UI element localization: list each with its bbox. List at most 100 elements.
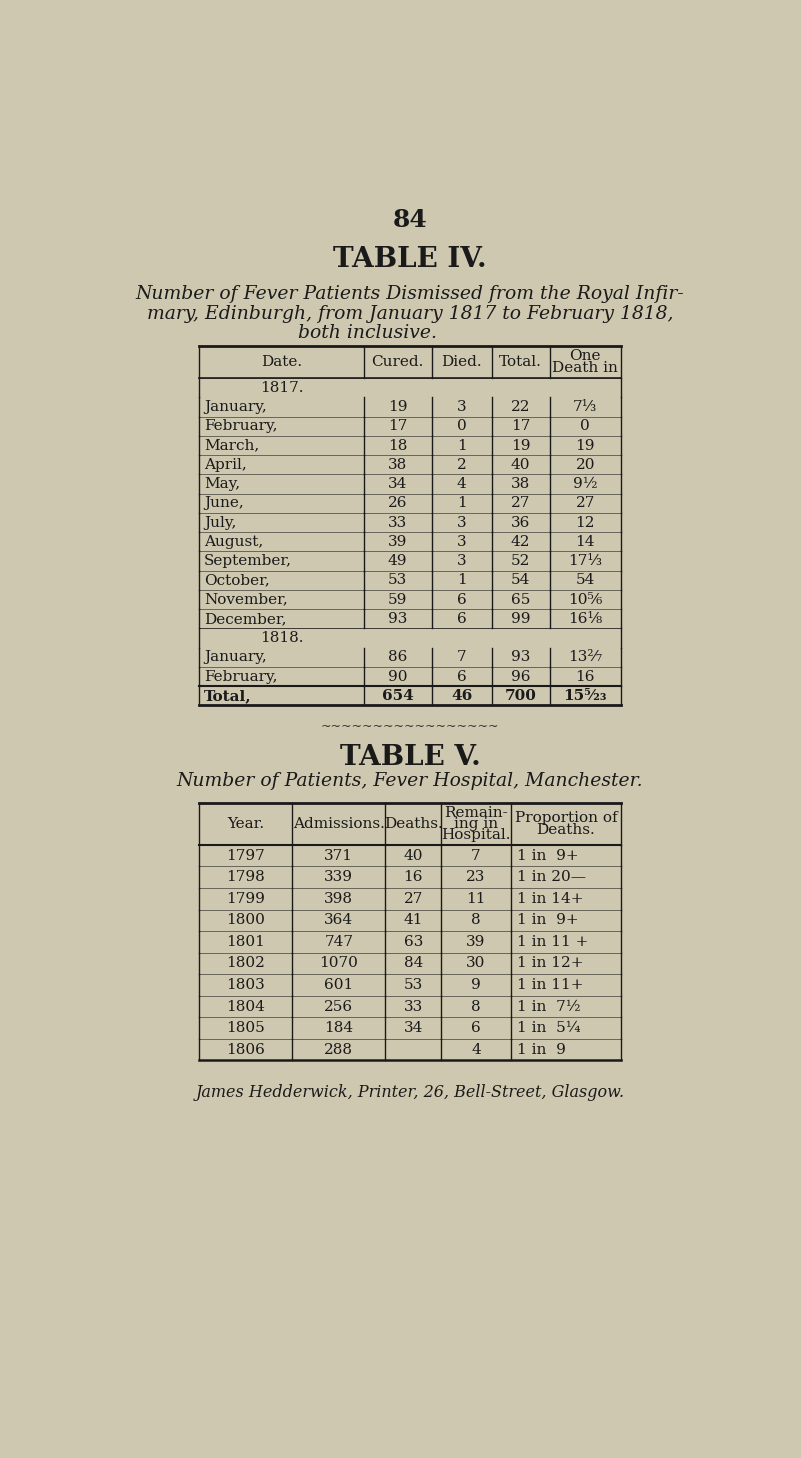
Text: mary, Edinburgh, from January 1817 to February 1818,: mary, Edinburgh, from January 1817 to Fe… bbox=[147, 305, 674, 322]
Text: 26: 26 bbox=[388, 496, 408, 510]
Text: Number of Patients, Fever Hospital, Manchester.: Number of Patients, Fever Hospital, Manc… bbox=[177, 771, 643, 790]
Text: February,: February, bbox=[204, 669, 277, 684]
Text: 1: 1 bbox=[457, 573, 466, 588]
Text: 184: 184 bbox=[324, 1021, 353, 1035]
Text: 1802: 1802 bbox=[227, 956, 265, 971]
Text: 1 in  9+: 1 in 9+ bbox=[517, 849, 578, 863]
Text: 4: 4 bbox=[471, 1042, 481, 1057]
Text: 17: 17 bbox=[511, 420, 530, 433]
Text: 2: 2 bbox=[457, 458, 466, 472]
Text: 1 in 14+: 1 in 14+ bbox=[517, 892, 584, 905]
Text: 40: 40 bbox=[511, 458, 530, 472]
Text: 1: 1 bbox=[457, 496, 466, 510]
Text: 1 in 11+: 1 in 11+ bbox=[517, 978, 584, 991]
Text: 84: 84 bbox=[392, 207, 428, 232]
Text: 27: 27 bbox=[511, 496, 530, 510]
Text: 11: 11 bbox=[466, 892, 485, 905]
Text: 700: 700 bbox=[505, 688, 537, 703]
Text: ing in: ing in bbox=[454, 816, 498, 831]
Text: 19: 19 bbox=[511, 439, 530, 452]
Text: 46: 46 bbox=[451, 688, 473, 703]
Text: 17¹⁄₃: 17¹⁄₃ bbox=[568, 554, 602, 569]
Text: 3: 3 bbox=[457, 554, 466, 569]
Text: Deaths.: Deaths. bbox=[537, 824, 595, 837]
Text: Died.: Died. bbox=[441, 356, 482, 369]
Text: 7: 7 bbox=[457, 650, 466, 665]
Text: Total.: Total. bbox=[499, 356, 542, 369]
Text: 49: 49 bbox=[388, 554, 408, 569]
Text: 3: 3 bbox=[457, 535, 466, 548]
Text: 1800: 1800 bbox=[227, 913, 265, 927]
Text: 17: 17 bbox=[388, 420, 408, 433]
Text: 1 in 11 +: 1 in 11 + bbox=[517, 935, 589, 949]
Text: 6: 6 bbox=[457, 669, 466, 684]
Text: Remain-: Remain- bbox=[444, 806, 508, 821]
Text: 398: 398 bbox=[324, 892, 353, 905]
Text: 3: 3 bbox=[457, 399, 466, 414]
Text: TABLE V.: TABLE V. bbox=[340, 745, 481, 771]
Text: 1 in  9: 1 in 9 bbox=[517, 1042, 566, 1057]
Text: 20: 20 bbox=[576, 458, 595, 472]
Text: 7: 7 bbox=[471, 849, 481, 863]
Text: 39: 39 bbox=[388, 535, 408, 548]
Text: Deaths.: Deaths. bbox=[384, 816, 443, 831]
Text: Number of Fever Patients Dismissed from the Royal Infir-: Number of Fever Patients Dismissed from … bbox=[135, 286, 685, 303]
Text: 1 in  9+: 1 in 9+ bbox=[517, 913, 578, 927]
Text: 33: 33 bbox=[388, 516, 408, 529]
Text: 38: 38 bbox=[511, 477, 530, 491]
Text: 16: 16 bbox=[404, 870, 423, 884]
Text: TABLE IV.: TABLE IV. bbox=[333, 246, 487, 273]
Text: 8: 8 bbox=[471, 913, 481, 927]
Text: 38: 38 bbox=[388, 458, 408, 472]
Text: 54: 54 bbox=[511, 573, 530, 588]
Text: 4: 4 bbox=[457, 477, 466, 491]
Text: January,: January, bbox=[204, 399, 267, 414]
Text: 41: 41 bbox=[404, 913, 423, 927]
Text: 288: 288 bbox=[324, 1042, 353, 1057]
Text: 52: 52 bbox=[511, 554, 530, 569]
Text: 3: 3 bbox=[457, 516, 466, 529]
Text: March,: March, bbox=[204, 439, 260, 452]
Text: 364: 364 bbox=[324, 913, 353, 927]
Text: 99: 99 bbox=[511, 612, 530, 625]
Text: 6: 6 bbox=[471, 1021, 481, 1035]
Text: 34: 34 bbox=[388, 477, 408, 491]
Text: August,: August, bbox=[204, 535, 264, 548]
Text: Date.: Date. bbox=[261, 356, 302, 369]
Text: 96: 96 bbox=[511, 669, 530, 684]
Text: 16: 16 bbox=[576, 669, 595, 684]
Text: 1818.: 1818. bbox=[260, 631, 304, 644]
Text: 90: 90 bbox=[388, 669, 408, 684]
Text: 1: 1 bbox=[457, 439, 466, 452]
Text: 39: 39 bbox=[466, 935, 485, 949]
Text: 19: 19 bbox=[388, 399, 408, 414]
Text: 1805: 1805 bbox=[227, 1021, 265, 1035]
Text: 1 in  5¼: 1 in 5¼ bbox=[517, 1021, 581, 1035]
Text: Admissions.: Admissions. bbox=[293, 816, 384, 831]
Text: 0: 0 bbox=[457, 420, 466, 433]
Text: 339: 339 bbox=[324, 870, 353, 884]
Text: 1806: 1806 bbox=[227, 1042, 265, 1057]
Text: 6: 6 bbox=[457, 592, 466, 607]
Text: ~~~~~~~~~~~~~~~~~: ~~~~~~~~~~~~~~~~~ bbox=[321, 720, 499, 733]
Text: 0: 0 bbox=[581, 420, 590, 433]
Text: 34: 34 bbox=[404, 1021, 423, 1035]
Text: 15⁵⁄₂₃: 15⁵⁄₂₃ bbox=[564, 688, 607, 703]
Text: 1801: 1801 bbox=[227, 935, 265, 949]
Text: 40: 40 bbox=[404, 849, 423, 863]
Text: 7¹⁄₃: 7¹⁄₃ bbox=[574, 399, 598, 414]
Text: 93: 93 bbox=[511, 650, 530, 665]
Text: 8: 8 bbox=[471, 1000, 481, 1013]
Text: Year.: Year. bbox=[227, 816, 264, 831]
Text: 33: 33 bbox=[404, 1000, 423, 1013]
Text: 9: 9 bbox=[471, 978, 481, 991]
Text: 65: 65 bbox=[511, 592, 530, 607]
Text: December,: December, bbox=[204, 612, 287, 625]
Text: Total,: Total, bbox=[204, 688, 252, 703]
Text: 53: 53 bbox=[404, 978, 423, 991]
Text: 1 in 20—: 1 in 20— bbox=[517, 870, 586, 884]
Text: 1804: 1804 bbox=[227, 1000, 265, 1013]
Text: One: One bbox=[570, 348, 601, 363]
Text: 12: 12 bbox=[576, 516, 595, 529]
Text: 1070: 1070 bbox=[320, 956, 358, 971]
